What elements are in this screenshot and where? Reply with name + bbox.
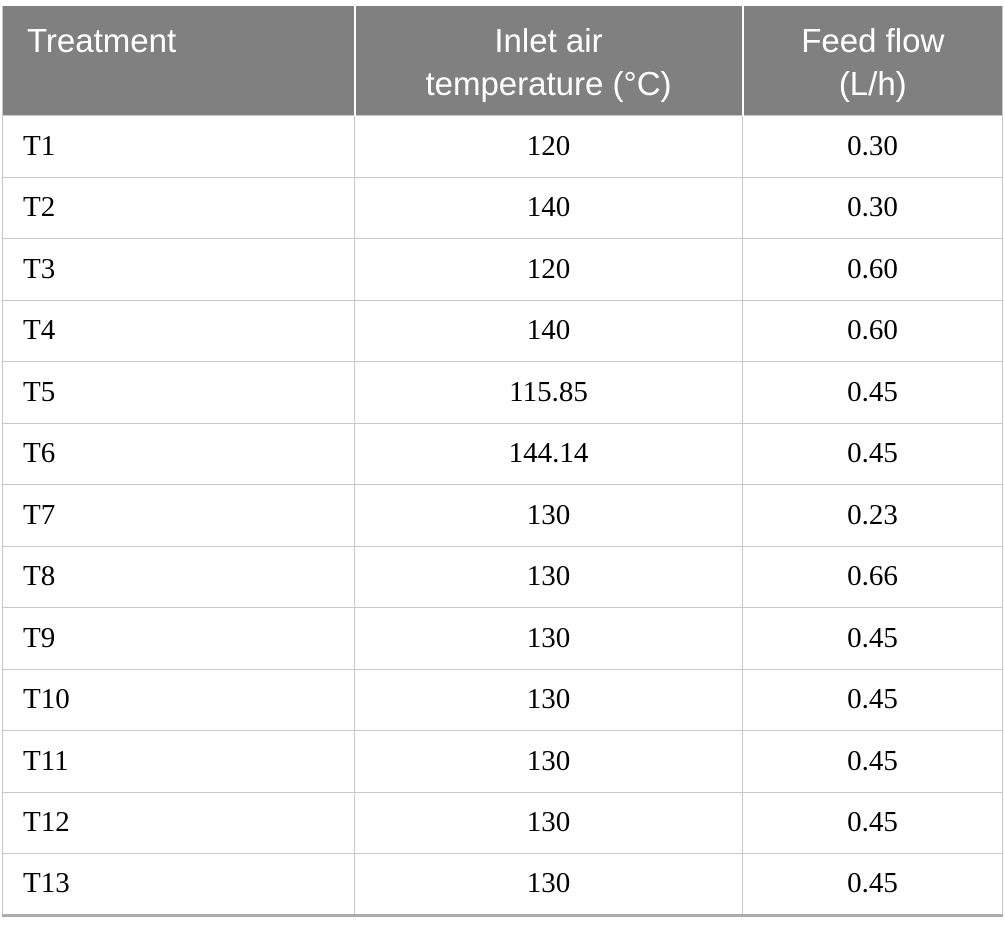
cell-treatment: T10	[2, 668, 355, 731]
cell-inlet_air_temperature_c: 130	[354, 791, 743, 854]
cell-feed_flow_l_h: 0.66	[742, 545, 1003, 608]
table-row: T1 120 0.30	[2, 115, 1003, 177]
column-header-treatment: Treatment	[2, 6, 355, 116]
table-row: T11 130 0.45	[2, 730, 1003, 792]
table-row: T5 115.85 0.45	[2, 361, 1003, 423]
cell-feed_flow_l_h: 0.30	[742, 176, 1003, 239]
cell-treatment: T2	[2, 176, 355, 239]
table-row: T8 130 0.66	[2, 545, 1003, 608]
cell-treatment: T7	[2, 484, 355, 546]
table-row: T13 130 0.45	[2, 853, 1003, 915]
cell-feed_flow_l_h: 0.45	[742, 607, 1003, 669]
cell-feed_flow_l_h: 0.45	[742, 668, 1003, 731]
cell-inlet_air_temperature_c: 130	[354, 853, 743, 915]
cell-inlet_air_temperature_c: 120	[354, 238, 743, 300]
cell-feed_flow_l_h: 0.60	[742, 299, 1003, 362]
table-body: T1 120 0.30 T2 140 0.30 T3 120 0.60 T4 140 0.60 T5 11…	[2, 115, 1003, 915]
cell-inlet_air_temperature_c: 115.85	[354, 361, 743, 423]
table-row: T9 130 0.45	[2, 607, 1003, 669]
cell-treatment: T4	[2, 299, 355, 362]
table-row: T3 120 0.60	[2, 238, 1003, 300]
cell-feed_flow_l_h: 0.45	[742, 791, 1003, 854]
cell-feed_flow_l_h: 0.45	[742, 361, 1003, 423]
table-header: Treatment Inlet air temperature (°C) Fee…	[2, 6, 1003, 116]
cell-treatment: T13	[2, 853, 355, 915]
table-row: T6 144.14 0.45	[2, 422, 1003, 485]
cell-inlet_air_temperature_c: 140	[354, 299, 743, 362]
cell-treatment: T9	[2, 607, 355, 669]
cell-inlet_air_temperature_c: 144.14	[354, 422, 743, 485]
cell-inlet_air_temperature_c: 120	[354, 115, 743, 177]
cell-inlet_air_temperature_c: 130	[354, 607, 743, 669]
column-header-inlet-air-temperature: Inlet air temperature (°C)	[353, 6, 743, 116]
table-row: T2 140 0.30	[2, 176, 1003, 239]
header-row: Treatment Inlet air temperature (°C) Fee…	[2, 6, 1003, 116]
cell-treatment: T3	[2, 238, 355, 300]
table-row: T7 130 0.23	[2, 484, 1003, 546]
cell-feed_flow_l_h: 0.30	[742, 115, 1003, 177]
cell-feed_flow_l_h: 0.23	[742, 484, 1003, 546]
column-header-feed-flow: Feed flow (L/h)	[741, 6, 1003, 116]
cell-inlet_air_temperature_c: 140	[354, 176, 743, 239]
cell-treatment: T11	[2, 730, 355, 792]
cell-treatment: T6	[2, 422, 355, 485]
cell-treatment: T5	[2, 361, 355, 423]
cell-treatment: T8	[2, 545, 355, 608]
cell-inlet_air_temperature_c: 130	[354, 484, 743, 546]
cell-inlet_air_temperature_c: 130	[354, 730, 743, 792]
table-row: T10 130 0.45	[2, 668, 1003, 731]
cell-treatment: T1	[2, 115, 355, 177]
cell-feed_flow_l_h: 0.45	[742, 853, 1003, 915]
table-row: T12 130 0.45	[2, 791, 1003, 854]
cell-treatment: T12	[2, 791, 355, 854]
cell-feed_flow_l_h: 0.45	[742, 422, 1003, 485]
cell-feed_flow_l_h: 0.60	[742, 238, 1003, 300]
treatments-table: Treatment Inlet air temperature (°C) Fee…	[2, 6, 1003, 917]
cell-inlet_air_temperature_c: 130	[354, 545, 743, 608]
cell-inlet_air_temperature_c: 130	[354, 668, 743, 731]
table-row: T4 140 0.60	[2, 299, 1003, 362]
cell-feed_flow_l_h: 0.45	[742, 730, 1003, 792]
